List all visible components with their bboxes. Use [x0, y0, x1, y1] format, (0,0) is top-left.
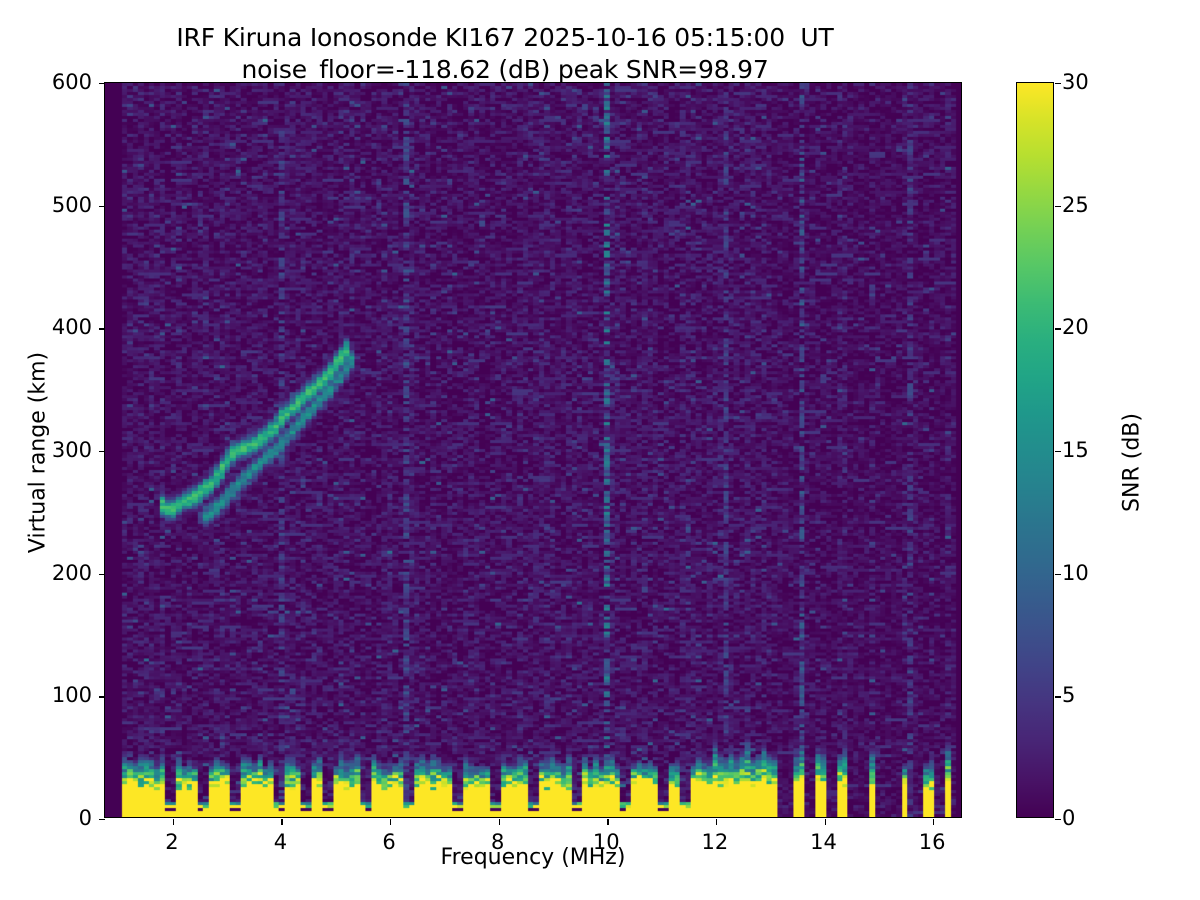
x-tick [390, 819, 392, 825]
x-tick [281, 819, 283, 825]
title-line-2: noise_floor=-118.62 (dB) peak SNR=98.97 [241, 55, 769, 84]
colorbar-tick [1055, 819, 1061, 821]
y-tick [99, 451, 105, 453]
colorbar-tick-label: 25 [1062, 192, 1089, 217]
y-tick-label: 500 [51, 192, 92, 217]
colorbar-tick [1055, 205, 1061, 207]
x-tick [715, 819, 718, 825]
colorbar-tick [1055, 328, 1061, 330]
x-tick [824, 819, 826, 825]
y-tick [99, 328, 105, 330]
x-tick [607, 819, 609, 825]
ionogram-axes [99, 82, 962, 825]
y-tick-label: 100 [51, 683, 92, 708]
x-tick-label: 6 [382, 830, 396, 854]
colorbar-tick-label: 15 [1062, 438, 1089, 462]
colorbar-tick-label: 20 [1062, 315, 1089, 340]
y-axis-label: Virtual range (km) [25, 351, 51, 554]
x-tick-label: 2 [165, 830, 179, 854]
y-tick-label: 200 [51, 560, 92, 585]
colorbar-tick-label: 5 [1062, 683, 1076, 708]
x-tick-label: 16 [918, 830, 946, 854]
x-axis-label: Frequency (MHz) [440, 845, 626, 870]
ionogram-heatmap [105, 83, 961, 817]
colorbar-tick-label: 10 [1062, 560, 1089, 585]
x-tick-label: 14 [810, 830, 837, 854]
x-tick-label: 10 [592, 830, 620, 854]
colorbar-tick [1055, 696, 1061, 698]
title-line-1: IRF Kiruna Ionosonde KI167 2025-10-16 05… [176, 23, 834, 52]
y-tick [99, 819, 105, 821]
x-tick [498, 819, 500, 825]
y-tick [99, 573, 105, 575]
y-tick-label: 600 [51, 70, 92, 94]
colorbar [1016, 82, 1061, 821]
y-tick [99, 205, 105, 207]
colorbar-tick [1055, 83, 1061, 85]
y-tick-label: 300 [51, 438, 92, 462]
x-tick-label: 12 [701, 830, 729, 854]
y-tick-label: 0 [78, 806, 92, 830]
colorbar-tick-label: 30 [1062, 70, 1089, 94]
colorbar-tick [1055, 451, 1061, 453]
x-tick-label: 4 [273, 830, 288, 854]
colorbar-gradient [1017, 83, 1053, 817]
figure-title: IRF Kiruna Ionosonde KI167 2025-10-16 05… [0, 22, 1010, 86]
y-tick [99, 696, 105, 698]
y-tick [99, 83, 105, 85]
x-tick-label: 8 [491, 830, 505, 854]
y-tick-label: 400 [51, 315, 92, 340]
colorbar-label: SNR (dB) [1119, 413, 1145, 512]
colorbar-tick [1055, 573, 1061, 575]
x-tick [172, 819, 175, 825]
colorbar-tick-label: 0 [1062, 806, 1076, 830]
x-tick [933, 819, 935, 825]
